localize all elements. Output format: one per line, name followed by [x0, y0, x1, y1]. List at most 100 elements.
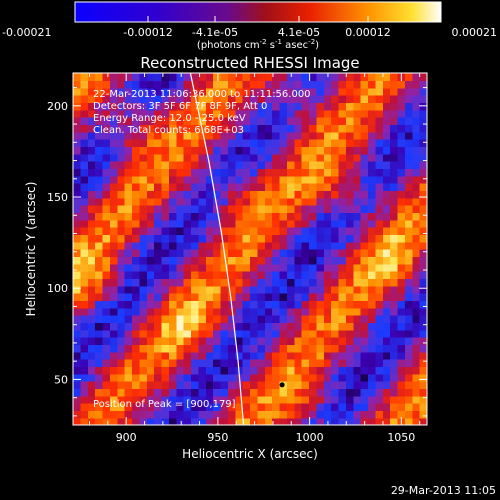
heatmap-cell — [382, 109, 391, 118]
heatmap-cell — [235, 395, 244, 404]
heatmap-cell — [390, 102, 399, 111]
heatmap-cell — [390, 175, 399, 184]
heatmap-cell — [360, 315, 369, 323]
heatmap-cell — [309, 161, 317, 169]
heatmap-cell — [80, 95, 89, 103]
heatmap-cell — [264, 131, 273, 140]
heatmap-cell — [198, 344, 207, 353]
heatmap-cell — [301, 293, 310, 301]
heatmap-cell — [294, 359, 303, 367]
heatmap-cell — [198, 117, 207, 125]
heatmap-cell — [419, 322, 427, 331]
heatmap-cell — [250, 417, 258, 425]
heatmap-cell — [132, 219, 140, 228]
heatmap-cell — [316, 381, 325, 389]
heatmap-cell — [95, 212, 104, 221]
heatmap-cell — [404, 241, 413, 250]
heatmap-cell — [109, 80, 118, 89]
heatmap-cell — [309, 197, 317, 206]
heatmap-cell — [286, 381, 295, 389]
heatmap-cell — [80, 249, 89, 257]
heatmap-cell — [168, 293, 177, 301]
heatmap-cell — [412, 73, 421, 81]
heatmap-cell — [301, 95, 310, 103]
heatmap-cell — [73, 219, 81, 228]
heatmap-cell — [183, 146, 192, 155]
heatmap-cell — [294, 73, 303, 81]
heatmap-cell — [368, 307, 376, 316]
heatmap-cell — [168, 109, 177, 118]
heatmap-cell — [87, 256, 96, 265]
heatmap-cell — [397, 227, 406, 235]
heatmap-cell — [412, 285, 421, 294]
heatmap-cell — [235, 329, 244, 338]
heatmap-cell — [360, 337, 369, 345]
heatmap-cell — [390, 329, 399, 338]
heatmap-cell — [198, 73, 207, 81]
heatmap-cell — [73, 359, 81, 367]
heatmap-cell — [250, 359, 258, 367]
heatmap-cell — [338, 153, 347, 162]
heatmap-cell — [360, 190, 369, 199]
heatmap-cell — [80, 183, 89, 191]
heatmap-cell — [95, 80, 104, 89]
heatmap-cell — [294, 168, 303, 177]
heatmap-cell — [419, 227, 427, 235]
heatmap-cell — [323, 307, 332, 316]
heatmap-cell — [353, 381, 362, 389]
heatmap-cell — [235, 344, 244, 353]
heatmap-cell — [109, 417, 118, 425]
heatmap-cell — [205, 219, 214, 228]
heatmap-cell — [242, 175, 251, 184]
heatmap-cell — [368, 95, 376, 103]
plot-area: 22-Mar-2013 11:06:36.000 to 11:11:56.000… — [47, 72, 428, 444]
heatmap-cell — [242, 109, 251, 118]
heatmap-cell — [272, 329, 281, 338]
heatmap-cell — [272, 293, 281, 301]
heatmap-cell — [404, 417, 413, 425]
heatmap-cell — [250, 344, 258, 353]
heatmap-cell — [264, 87, 273, 96]
heatmap-cell — [176, 329, 185, 338]
heatmap-cell — [139, 395, 148, 404]
heatmap-cell — [124, 417, 133, 425]
heatmap-cell — [390, 410, 399, 419]
heatmap-cell — [360, 95, 369, 103]
heatmap-cell — [360, 366, 369, 375]
colorbar-tick-label: 0.00012 — [345, 26, 391, 39]
heatmap-cell — [176, 124, 185, 133]
heatmap-cell — [168, 183, 177, 191]
heatmap-cell — [309, 102, 317, 111]
heatmap-cell — [279, 197, 288, 206]
heatmap-cell — [257, 263, 266, 272]
heatmap-cell — [390, 205, 399, 213]
heatmap-cell — [323, 263, 332, 272]
heatmap-cell — [235, 197, 244, 206]
heatmap-cell — [205, 263, 214, 272]
heatmap-cell — [412, 307, 421, 316]
heatmap-cell — [102, 73, 111, 81]
heatmap-cell — [257, 161, 266, 169]
heatmap-cell — [360, 403, 369, 411]
heatmap-cell — [294, 417, 303, 425]
heatmap-cell — [132, 205, 140, 213]
heatmap-cell — [176, 403, 185, 411]
heatmap-cell — [257, 322, 266, 331]
heatmap-cell — [368, 300, 376, 309]
heatmap-cell — [390, 161, 399, 169]
heatmap-cell — [397, 219, 406, 228]
heatmap-cell — [419, 256, 427, 265]
heatmap-cell — [375, 388, 384, 397]
heatmap-cell — [250, 219, 258, 228]
heatmap-cell — [80, 168, 89, 177]
heatmap-cell — [183, 227, 192, 235]
heatmap-cell — [176, 322, 185, 331]
heatmap-cell — [272, 73, 281, 81]
heatmap-cell — [264, 359, 273, 367]
heatmap-cell — [191, 337, 199, 345]
heatmap-cell — [360, 219, 369, 228]
heatmap-cell — [235, 307, 244, 316]
heatmap-cell — [242, 359, 251, 367]
heatmap-cell — [390, 381, 399, 389]
heatmap-cell — [375, 234, 384, 243]
